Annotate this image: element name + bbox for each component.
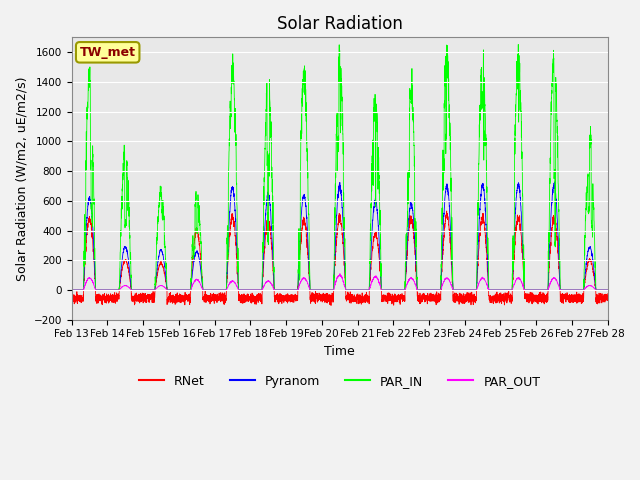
Legend: RNet, Pyranom, PAR_IN, PAR_OUT: RNet, Pyranom, PAR_IN, PAR_OUT (134, 370, 545, 393)
PAR_OUT (490, 287, 498, 293)
PAR_OUT (336, 271, 344, 276)
Line: Pyranom: Pyranom (72, 182, 607, 290)
PAR_OUT (604, 287, 611, 293)
Text: TW_met: TW_met (80, 46, 136, 59)
Title: Solar Radiation: Solar Radiation (276, 15, 403, 33)
Y-axis label: Solar Radiation (W/m2, uE/m2/s): Solar Radiation (W/m2, uE/m2/s) (15, 76, 28, 281)
RNet (490, 292, 498, 298)
PAR_IN (460, 287, 467, 293)
RNet (68, 297, 76, 303)
PAR_OUT (164, 287, 172, 293)
Line: PAR_OUT: PAR_OUT (72, 274, 607, 290)
RNet (443, 208, 451, 214)
PAR_IN (68, 287, 76, 293)
Pyranom (603, 287, 611, 293)
Line: PAR_IN: PAR_IN (72, 45, 607, 290)
RNet (460, 300, 468, 306)
PAR_IN (604, 287, 611, 293)
RNet (164, 296, 172, 301)
Pyranom (430, 287, 438, 293)
Pyranom (550, 179, 558, 185)
RNet (430, 295, 438, 301)
RNet (604, 291, 611, 297)
Pyranom (460, 287, 467, 293)
Pyranom (604, 287, 611, 293)
Pyranom (319, 287, 327, 293)
PAR_IN (164, 287, 172, 293)
PAR_IN (490, 287, 498, 293)
Pyranom (68, 287, 76, 293)
Pyranom (490, 287, 498, 293)
Pyranom (164, 287, 172, 293)
PAR_OUT (460, 287, 467, 293)
Line: RNet: RNet (72, 211, 607, 305)
PAR_OUT (430, 287, 438, 293)
RNet (319, 297, 327, 302)
X-axis label: Time: Time (324, 345, 355, 358)
RNet (327, 302, 335, 308)
PAR_IN (319, 287, 327, 293)
RNet (604, 295, 611, 300)
PAR_OUT (603, 287, 611, 293)
PAR_OUT (68, 287, 76, 293)
PAR_IN (603, 287, 611, 293)
PAR_IN (515, 42, 522, 48)
PAR_OUT (319, 287, 327, 293)
PAR_IN (430, 287, 438, 293)
